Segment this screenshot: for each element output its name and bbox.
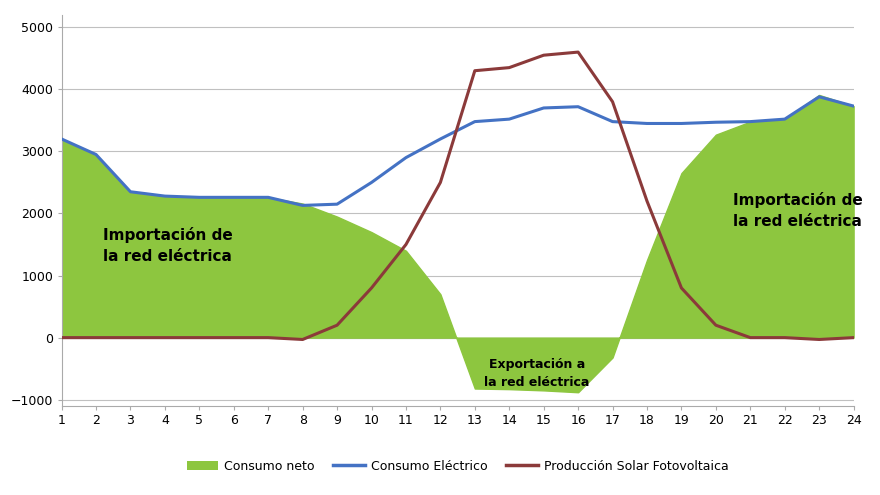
Legend: Consumo neto, Consumo Eléctrico, Producción Solar Fotovoltaica: Consumo neto, Consumo Eléctrico, Producc… [181, 455, 734, 478]
Text: Importación de
la red eléctrica: Importación de la red eléctrica [103, 227, 232, 264]
Text: Exportación a
la red eléctrica: Exportación a la red eléctrica [484, 358, 590, 389]
Text: Importación de
la red eléctrica: Importación de la red eléctrica [733, 192, 862, 229]
